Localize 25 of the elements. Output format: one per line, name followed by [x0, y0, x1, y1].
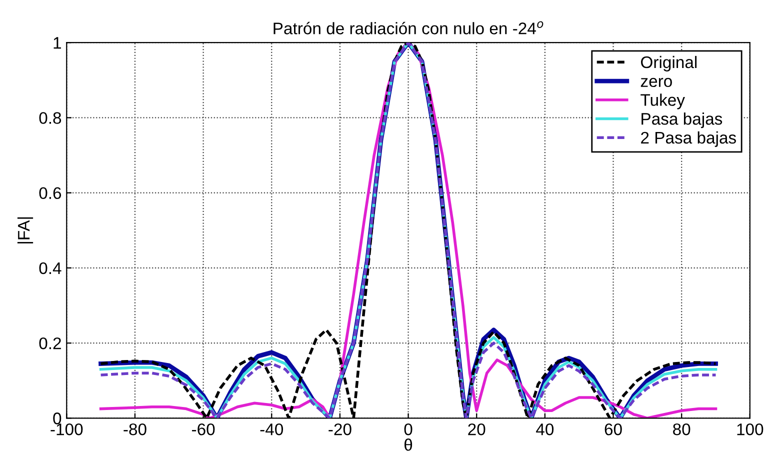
y-tick-label: 0.2	[39, 337, 61, 350]
y-tick-label: 0.8	[39, 112, 62, 124]
legend-label: Original	[641, 56, 697, 72]
legend-label: Tukey	[640, 94, 685, 110]
chart-title: Patrón de radiación con nulo en -24$^{o}$	[274, 21, 544, 34]
y-tick-label: 1	[54, 37, 61, 49]
y-tick-label: 0.6	[39, 187, 62, 200]
legend-label: zero	[640, 78, 672, 88]
x-tick-label: 0	[404, 423, 412, 436]
x-tick-label: 40	[536, 423, 554, 436]
x-tick-label: -40	[260, 423, 284, 436]
x-tick-label: 60	[604, 423, 622, 436]
y-tick-label: 0	[53, 412, 62, 424]
x-tick-label: -80	[124, 423, 146, 436]
x-tick-label: 100	[737, 423, 764, 436]
y-axis-title: |FA|	[17, 217, 34, 244]
x-tick-label: -100	[50, 423, 83, 436]
x-tick-label: 20	[468, 423, 486, 436]
legend-label: Pasa bajas	[642, 112, 722, 128]
x-axis-title: θ	[404, 438, 412, 451]
legend-label: 2 Pasa bajas	[641, 131, 736, 147]
x-tick-label: -60	[192, 423, 215, 436]
x-tick-label: -20	[328, 423, 352, 436]
y-tick-label: 0.4	[39, 262, 62, 274]
x-tick-label: 80	[673, 423, 690, 436]
